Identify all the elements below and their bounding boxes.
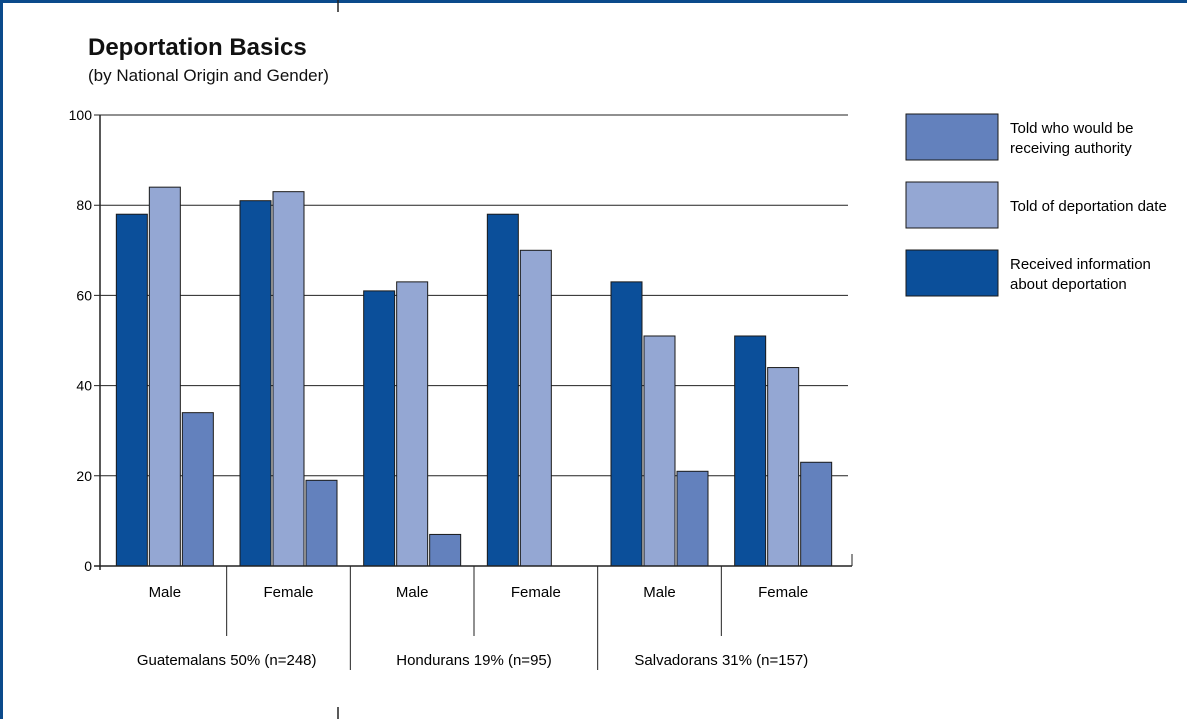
bar [486,213,519,567]
bar [148,186,181,567]
bar [643,335,676,567]
bar [239,200,272,567]
legend-label: about deportation [1010,276,1127,293]
chart-title: Deportation Basics [88,34,307,61]
x-group-label: Salvadorans 31% (n=157) [634,652,808,669]
axes [94,0,853,719]
x-group-label: Hondurans 19% (n=95) [396,652,552,669]
x-category-label: Male [396,584,429,601]
legend-label: receiving authority [1010,140,1132,157]
bar [800,461,833,567]
x-category-label: Female [758,584,808,601]
y-tick-label: 40 [76,378,92,394]
legend: Told who would be receiving authority Told… [905,113,1167,297]
x-category-label: Female [511,584,561,601]
axis-labels: 0 20 40 60 80 100 Male Female Male Female Male Fema… [69,107,809,669]
x-category-label: Male [643,584,676,601]
legend-swatch [905,181,999,229]
y-tick-label: 60 [76,287,92,303]
legend-label: Told who would be [1010,120,1133,137]
x-category-label: Male [149,584,182,601]
x-group-label: Guatemalans 50% (n=248) [137,652,317,669]
grid-lines [94,114,848,477]
bar [272,191,305,567]
x-category-label: Female [263,584,313,601]
y-tick-label: 100 [69,107,93,123]
y-tick-label: 80 [76,197,92,213]
legend-label: Received information [1010,256,1151,273]
legend-swatch [905,249,999,297]
y-tick-label: 0 [84,558,92,574]
bar [734,335,767,567]
bar [429,533,462,567]
chart-subtitle: (by National Origin and Gender) [88,66,329,85]
bar [305,479,338,567]
bar [767,367,800,567]
bar [115,213,148,567]
y-tick-label: 20 [76,468,92,484]
bar [610,281,643,567]
legend-label: Told of deportation date [1010,198,1167,215]
bar [519,249,552,567]
legend-swatch [905,113,999,161]
bar [363,290,396,567]
bar [396,281,429,567]
bar [181,412,214,567]
bars [115,186,833,567]
bar [676,470,709,567]
